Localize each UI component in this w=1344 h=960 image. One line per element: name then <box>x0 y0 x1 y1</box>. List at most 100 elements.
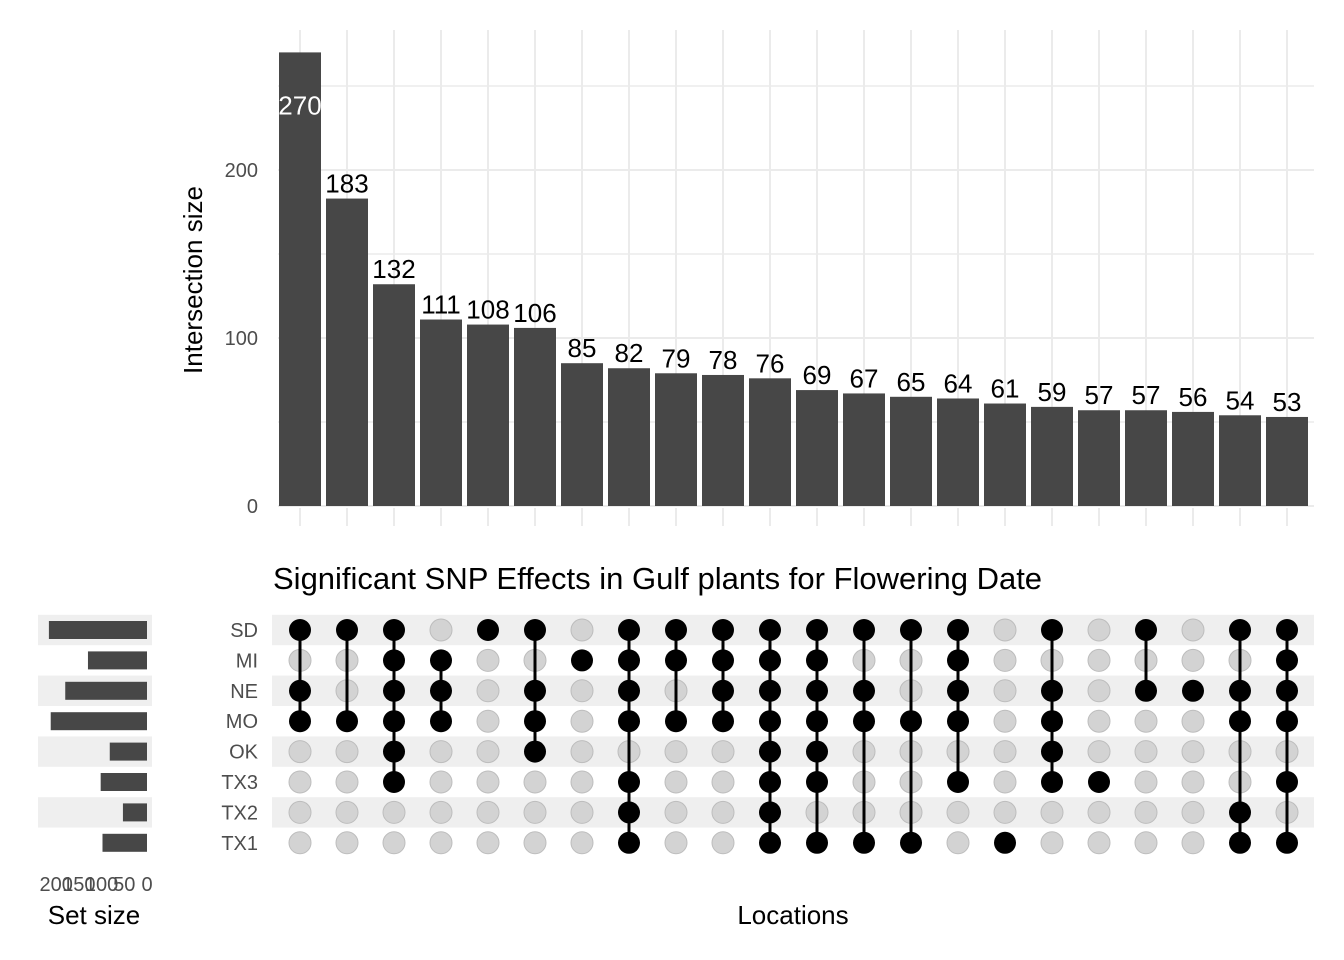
matrix-dot-active <box>712 619 734 641</box>
matrix-dot-inactive <box>1134 800 1158 824</box>
matrix-dot-active <box>1276 679 1298 702</box>
matrix-dot-active <box>947 619 969 641</box>
set-label: SD <box>230 620 258 642</box>
matrix-dot-inactive <box>1134 740 1158 764</box>
matrix-dot-active <box>524 710 546 733</box>
matrix-dot-active <box>665 710 687 733</box>
intersection-matrix <box>288 618 1299 855</box>
matrix-row-band <box>272 675 1314 706</box>
matrix-dot-inactive <box>993 648 1017 672</box>
matrix-dot-inactive <box>993 740 1017 764</box>
matrix-dot-inactive <box>429 831 453 855</box>
matrix-dot-active <box>430 710 452 733</box>
matrix-dot-active <box>524 679 546 702</box>
matrix-dot-inactive <box>570 831 594 855</box>
chart-title: Significant SNP Effects in Gulf plants f… <box>273 561 1042 596</box>
matrix-dot-active <box>383 649 405 672</box>
y-tick-label: 200 <box>225 160 258 182</box>
matrix-row-band <box>272 614 1314 646</box>
y-axis-ticks: 0 100 200 <box>225 160 258 518</box>
matrix-dot-inactive <box>523 770 547 794</box>
matrix-dot-inactive <box>288 800 312 824</box>
intersection-value-label: 61 <box>991 374 1020 404</box>
matrix-dot-inactive <box>335 800 359 824</box>
matrix-dot-inactive <box>476 831 500 855</box>
matrix-dot-active <box>900 619 922 641</box>
matrix-dot-inactive <box>429 618 453 642</box>
matrix-dot-active <box>430 649 452 672</box>
matrix-dot-active <box>618 771 640 793</box>
matrix-dot-inactive <box>1087 648 1111 672</box>
matrix-dot-inactive <box>664 800 688 824</box>
intersection-bar <box>1078 410 1120 506</box>
matrix-dot-inactive <box>570 740 594 764</box>
set-size-bars <box>48 621 147 852</box>
matrix-dot-active <box>1041 740 1063 763</box>
matrix-dot-inactive <box>570 679 594 703</box>
matrix-dot-inactive <box>1087 618 1111 642</box>
intersection-value-label: 78 <box>709 345 738 375</box>
matrix-dot-active <box>383 679 405 702</box>
intersection-value-label: 82 <box>615 338 644 368</box>
matrix-dot-active <box>618 801 640 824</box>
matrix-dot-inactive <box>476 679 500 703</box>
matrix-dot-inactive <box>711 800 735 824</box>
matrix-dot-inactive <box>570 770 594 794</box>
matrix-dot-inactive <box>335 831 359 855</box>
intersection-bar <box>890 396 932 506</box>
matrix-dot-active <box>1229 710 1251 733</box>
matrix-dot-inactive <box>476 740 500 764</box>
set-labels: SD MI NE MO OK TX3 TX2 TX1 <box>221 620 258 855</box>
matrix-dot-active <box>618 831 640 854</box>
matrix-dot-active <box>665 649 687 672</box>
intersection-value-label: 65 <box>897 367 926 397</box>
matrix-dot-active <box>759 679 781 702</box>
set-label: TX3 <box>221 772 258 794</box>
set-size-bar <box>102 833 147 852</box>
set-size-bar <box>100 773 147 791</box>
matrix-dot-inactive <box>993 770 1017 794</box>
matrix-dot-active <box>289 619 311 641</box>
matrix-dot-inactive <box>335 740 359 764</box>
matrix-dot-inactive <box>993 800 1017 824</box>
matrix-dot-inactive <box>570 618 594 642</box>
matrix-dot-active <box>1229 619 1251 641</box>
matrix-dot-inactive <box>382 800 406 824</box>
intersection-value-label: 69 <box>803 360 832 390</box>
matrix-dot-active <box>712 710 734 733</box>
matrix-dot-active <box>994 831 1016 854</box>
matrix-dot-active <box>1041 771 1063 793</box>
set-size-tick-label: 50 <box>113 874 135 896</box>
y-axis-title: Intersection size <box>178 186 208 374</box>
matrix-dot-active <box>289 710 311 733</box>
matrix-dot-inactive <box>288 831 312 855</box>
matrix-dot-inactive <box>429 800 453 824</box>
intersection-value-label: 67 <box>850 363 879 393</box>
matrix-dot-inactive <box>1134 770 1158 794</box>
matrix-dot-inactive <box>476 770 500 794</box>
matrix-dot-inactive <box>1087 740 1111 764</box>
matrix-dot-active <box>524 619 546 641</box>
matrix-dot-inactive <box>1087 679 1111 703</box>
matrix-dot-active <box>947 710 969 733</box>
set-label: TX2 <box>221 802 258 824</box>
matrix-dot-inactive <box>476 709 500 733</box>
set-label: MI <box>236 650 258 672</box>
matrix-dot-active <box>1088 771 1110 793</box>
set-size-bar <box>122 803 147 822</box>
intersection-value-label: 54 <box>1226 385 1255 415</box>
matrix-dot-inactive <box>946 800 970 824</box>
intersection-value-label: 76 <box>756 348 785 378</box>
matrix-dot-inactive <box>664 831 688 855</box>
matrix-dot-inactive <box>429 770 453 794</box>
matrix-dot-active <box>618 710 640 733</box>
intersection-bar <box>420 319 462 506</box>
intersection-bar <box>373 284 415 506</box>
set-size-tick-label: 200 <box>39 874 72 896</box>
matrix-dot-inactive <box>1181 618 1205 642</box>
matrix-dot-active <box>806 679 828 702</box>
intersection-bar <box>843 393 885 506</box>
matrix-dot-active <box>853 679 875 702</box>
intersection-bar <box>796 390 838 506</box>
